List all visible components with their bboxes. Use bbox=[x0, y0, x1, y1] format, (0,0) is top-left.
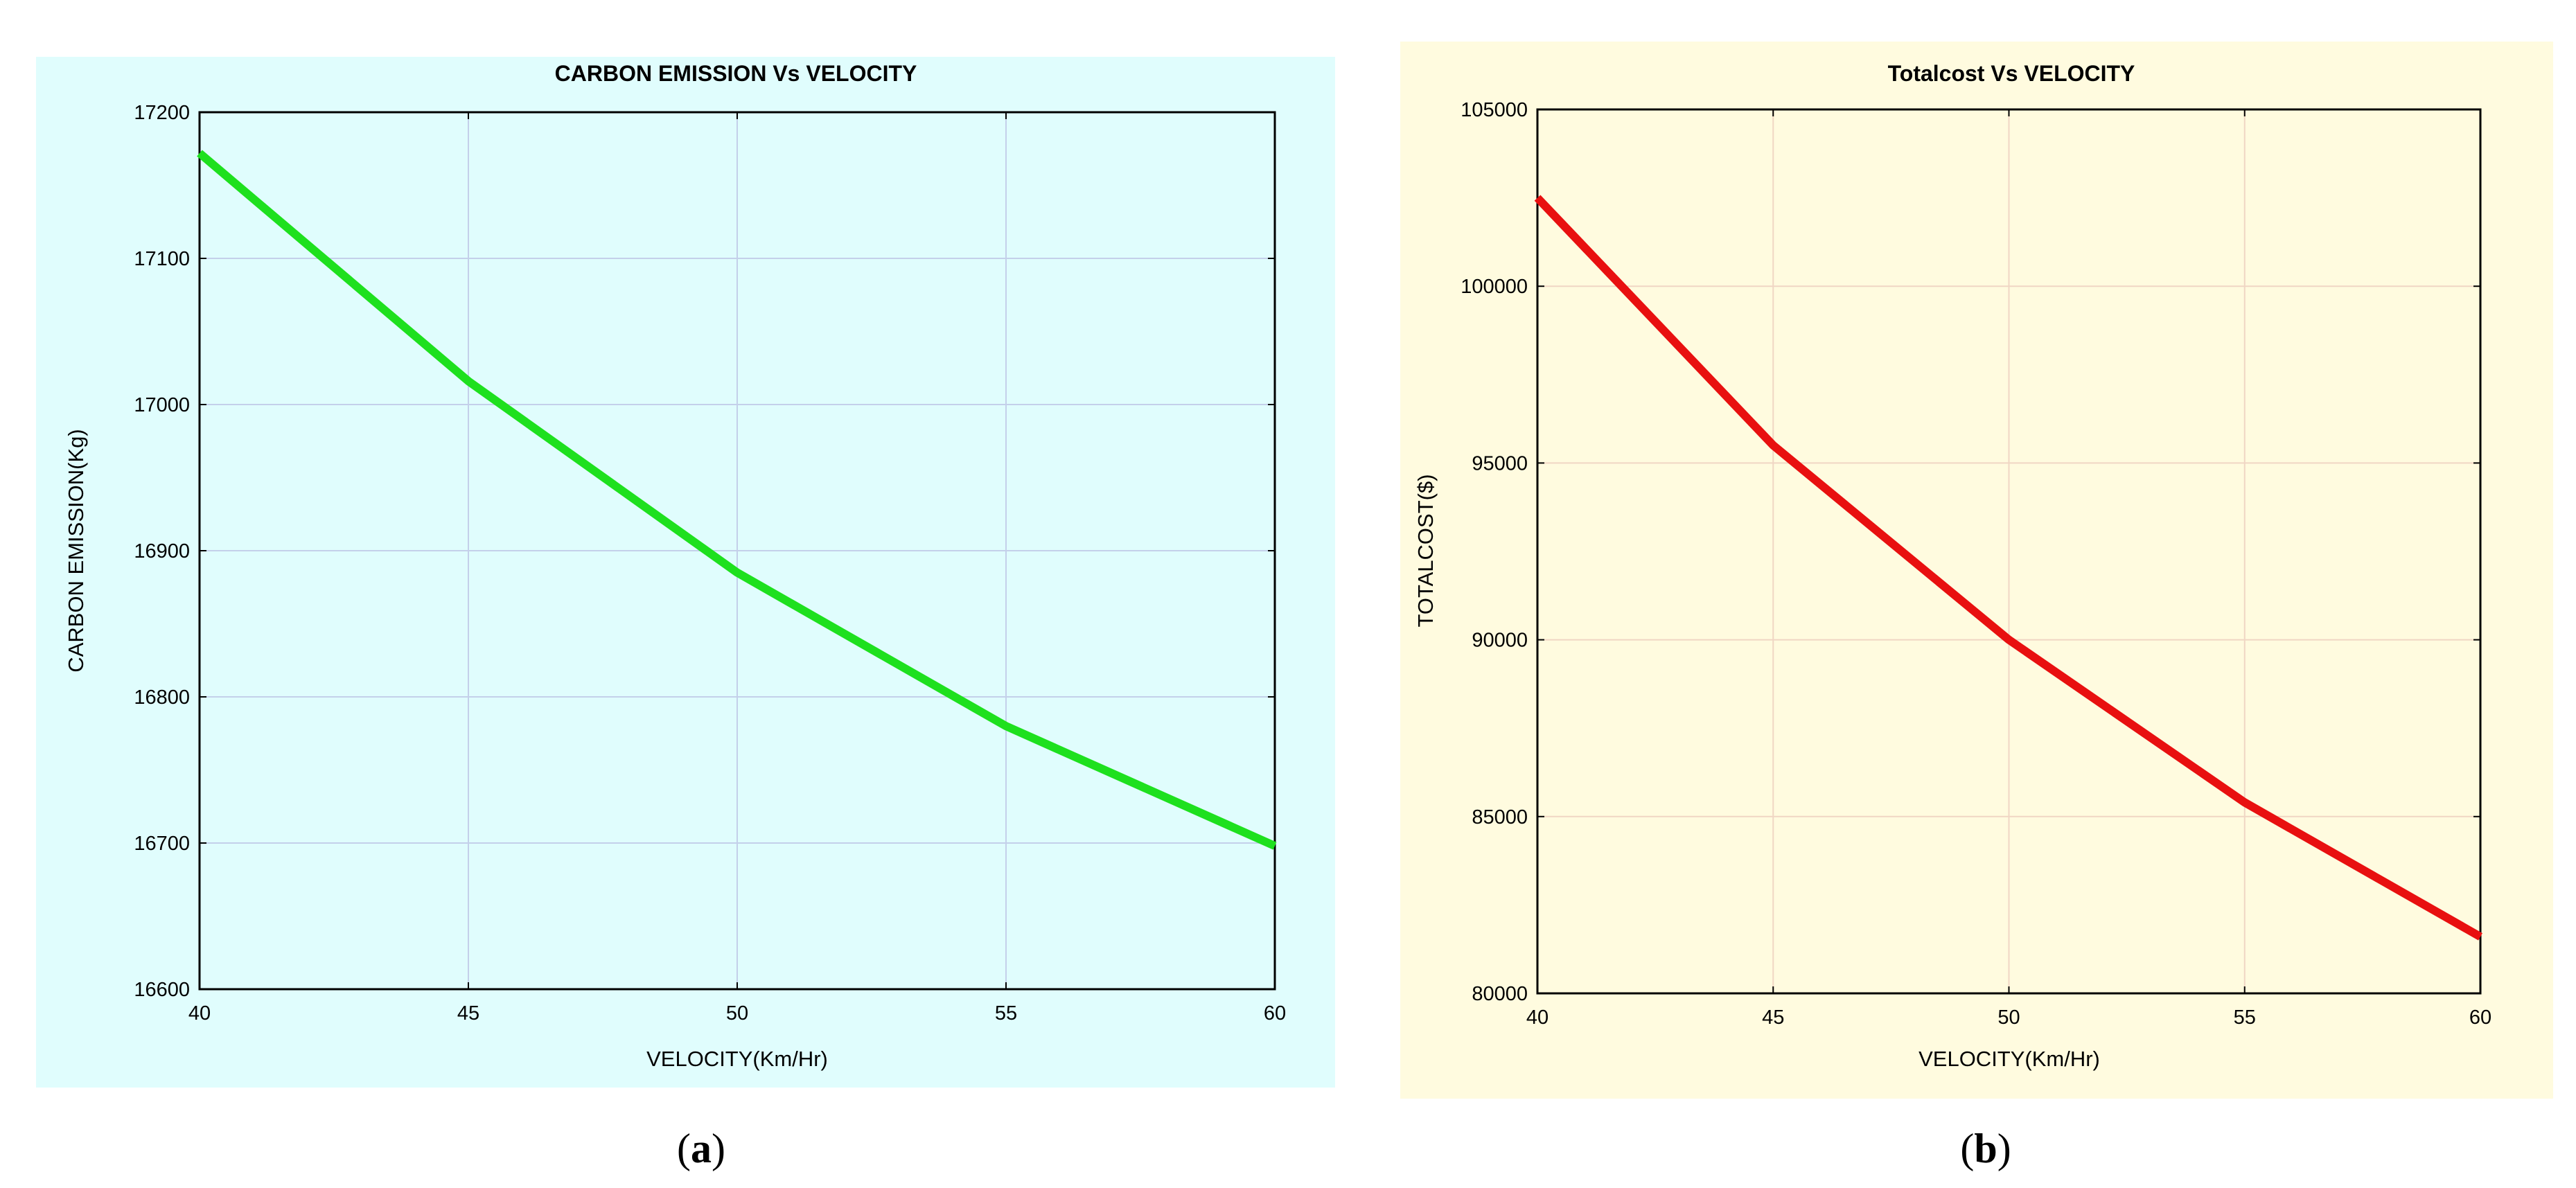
panel-a-series bbox=[197, 150, 1277, 850]
panel-b-y-ticks: 80000 85000 90000 95000 100000 105000 bbox=[1461, 99, 2480, 1005]
panel-b-x-tick-label: 55 bbox=[2234, 1007, 2256, 1029]
panel-a-y-tick-label: 16800 bbox=[134, 686, 190, 709]
panel-a-x-tick-label: 55 bbox=[995, 1002, 1017, 1025]
panel-a-x-axis-label: VELOCITY(Km/Hr) bbox=[646, 1047, 828, 1071]
panel-b-x-tick-label: 45 bbox=[1762, 1007, 1784, 1029]
panel-b-background bbox=[1400, 42, 2553, 1099]
panel-a: CARBON EMISSION Vs VELOCITY 166001670016… bbox=[36, 57, 1335, 1088]
panel-b-x-ticks: 40 45 50 55 60 bbox=[1526, 109, 2491, 1029]
panel-a-background bbox=[36, 57, 1335, 1088]
panel-b-x-tick-label: 60 bbox=[2469, 1007, 2491, 1029]
panel-b-y-tick-label: 80000 bbox=[1472, 983, 1528, 1005]
panel-b-y-tick-label: 90000 bbox=[1472, 630, 1528, 652]
panel-b-series-line bbox=[1534, 195, 2482, 941]
panel-a-y-ticks: 16600 16700 16800 16900 17000 17100 17200 bbox=[134, 102, 1275, 1001]
panel-b-x-tick-label: 40 bbox=[1526, 1007, 1549, 1029]
panel-a-caption: (a) bbox=[677, 1126, 725, 1171]
panel-a-x-ticks: 40 45 50 55 60 bbox=[188, 112, 1286, 1025]
panel-a-gridlines bbox=[200, 112, 1275, 989]
panel-b-title: Totalcost Vs VELOCITY bbox=[1888, 61, 2135, 86]
panel-b-x-axis-label: VELOCITY(Km/Hr) bbox=[1918, 1047, 2100, 1071]
panel-b-y-tick-label: 85000 bbox=[1472, 806, 1528, 828]
panel-a-y-tick-label: 16600 bbox=[134, 979, 190, 1001]
panel-b-x-tick-label: 50 bbox=[1997, 1007, 2020, 1029]
panel-a-y-tick-label: 17200 bbox=[134, 102, 190, 124]
panel-b-series bbox=[1534, 195, 2482, 941]
panel-b: Totalcost Vs VELOCITY 80000 85000 90000 950… bbox=[1400, 42, 2553, 1099]
panel-b-gridlines bbox=[1537, 109, 2480, 993]
panel-b-y-axis-label: TOTALCOST($) bbox=[1413, 474, 1438, 627]
panel-a-series-line bbox=[197, 150, 1277, 850]
panel-a-y-tick-label: 17100 bbox=[134, 248, 190, 270]
panel-a-y-tick-label: 16900 bbox=[134, 540, 190, 562]
panel-b-y-tick-label: 100000 bbox=[1461, 276, 1528, 298]
panel-a-x-tick-label: 40 bbox=[188, 1002, 211, 1025]
panel-a-x-tick-label: 60 bbox=[1264, 1002, 1286, 1025]
panel-a-title: CARBON EMISSION Vs VELOCITY bbox=[555, 61, 917, 86]
panel-a-x-tick-label: 45 bbox=[457, 1002, 479, 1025]
panel-a-y-axis-label: CARBON EMISSION(Kg) bbox=[64, 429, 88, 672]
panel-a-x-tick-label: 50 bbox=[726, 1002, 748, 1025]
panel-a-y-tick-label: 17000 bbox=[134, 394, 190, 416]
panel-b-caption: (b) bbox=[1960, 1126, 2011, 1171]
panel-b-y-tick-label: 95000 bbox=[1472, 452, 1528, 475]
panel-b-y-tick-label: 105000 bbox=[1461, 99, 1528, 121]
panel-a-y-tick-label: 16700 bbox=[134, 833, 190, 855]
